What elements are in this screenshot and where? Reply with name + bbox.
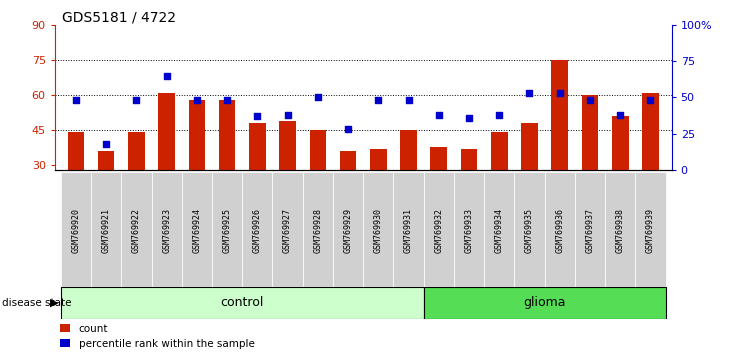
Bar — [484, 172, 515, 289]
Bar — [393, 172, 423, 289]
Bar — [642, 93, 658, 235]
Bar — [333, 172, 364, 289]
Text: GSM769930: GSM769930 — [374, 207, 383, 253]
Point — [403, 97, 415, 103]
Bar — [188, 100, 205, 235]
Point — [100, 141, 112, 147]
Point — [282, 112, 293, 118]
Bar — [158, 93, 175, 235]
Bar — [68, 132, 84, 235]
Point — [433, 112, 445, 118]
Bar — [400, 130, 417, 235]
Point — [131, 97, 142, 103]
Bar — [152, 172, 182, 289]
Point — [312, 95, 323, 100]
Bar — [605, 172, 635, 289]
Bar — [635, 172, 666, 289]
Point — [615, 112, 626, 118]
Bar — [98, 151, 115, 235]
Bar — [515, 172, 545, 289]
Text: GSM769935: GSM769935 — [525, 207, 534, 253]
Text: GSM769938: GSM769938 — [615, 207, 625, 253]
Bar — [219, 100, 235, 235]
Point — [191, 97, 203, 103]
Text: GSM769927: GSM769927 — [283, 207, 292, 253]
Bar — [431, 147, 447, 235]
Text: ▶: ▶ — [50, 298, 58, 308]
Text: GSM769932: GSM769932 — [434, 207, 443, 253]
Point — [342, 126, 354, 132]
Bar — [521, 123, 538, 235]
Text: GSM769939: GSM769939 — [646, 207, 655, 253]
Legend: count, percentile rank within the sample: count, percentile rank within the sample — [60, 324, 255, 349]
Bar — [370, 149, 387, 235]
Text: GSM769923: GSM769923 — [162, 207, 171, 253]
Bar — [575, 172, 605, 289]
Bar — [182, 172, 212, 289]
Bar — [545, 172, 575, 289]
Point — [645, 97, 656, 103]
Text: GSM769922: GSM769922 — [132, 207, 141, 253]
Point — [584, 97, 596, 103]
Bar — [91, 172, 121, 289]
Point — [372, 97, 384, 103]
Text: GSM769934: GSM769934 — [495, 207, 504, 253]
Bar — [61, 172, 91, 289]
Text: GDS5181 / 4722: GDS5181 / 4722 — [62, 11, 176, 25]
Bar — [249, 123, 266, 235]
Point — [252, 113, 264, 119]
Text: GSM769931: GSM769931 — [404, 207, 413, 253]
Point — [221, 97, 233, 103]
Point — [554, 90, 566, 96]
Bar — [551, 60, 568, 235]
Point — [70, 97, 82, 103]
Bar — [423, 287, 666, 319]
Bar — [280, 121, 296, 235]
Text: GSM769929: GSM769929 — [344, 207, 353, 253]
Text: GSM769921: GSM769921 — [101, 207, 111, 253]
Text: GSM769925: GSM769925 — [223, 207, 231, 253]
Text: GSM769936: GSM769936 — [556, 207, 564, 253]
Bar — [121, 172, 152, 289]
Point — [493, 112, 505, 118]
Text: GSM769924: GSM769924 — [193, 207, 201, 253]
Text: GSM769920: GSM769920 — [72, 207, 80, 253]
Text: GSM769937: GSM769937 — [585, 207, 594, 253]
Bar — [272, 172, 303, 289]
Bar — [303, 172, 333, 289]
Bar — [364, 172, 393, 289]
Bar — [491, 132, 507, 235]
Bar — [461, 149, 477, 235]
Text: glioma: glioma — [523, 296, 566, 309]
Bar — [612, 116, 629, 235]
Bar — [339, 151, 356, 235]
Bar — [423, 172, 454, 289]
Bar — [310, 130, 326, 235]
Bar — [212, 172, 242, 289]
Point — [463, 115, 474, 120]
Text: control: control — [220, 296, 264, 309]
Point — [523, 90, 535, 96]
Bar — [242, 172, 272, 289]
Bar — [582, 95, 599, 235]
Text: GSM769928: GSM769928 — [313, 207, 323, 253]
Text: disease state: disease state — [2, 298, 72, 308]
Bar — [454, 172, 484, 289]
Bar — [61, 287, 423, 319]
Bar — [128, 132, 145, 235]
Text: GSM769926: GSM769926 — [253, 207, 262, 253]
Point — [161, 73, 172, 78]
Text: GSM769933: GSM769933 — [464, 207, 474, 253]
